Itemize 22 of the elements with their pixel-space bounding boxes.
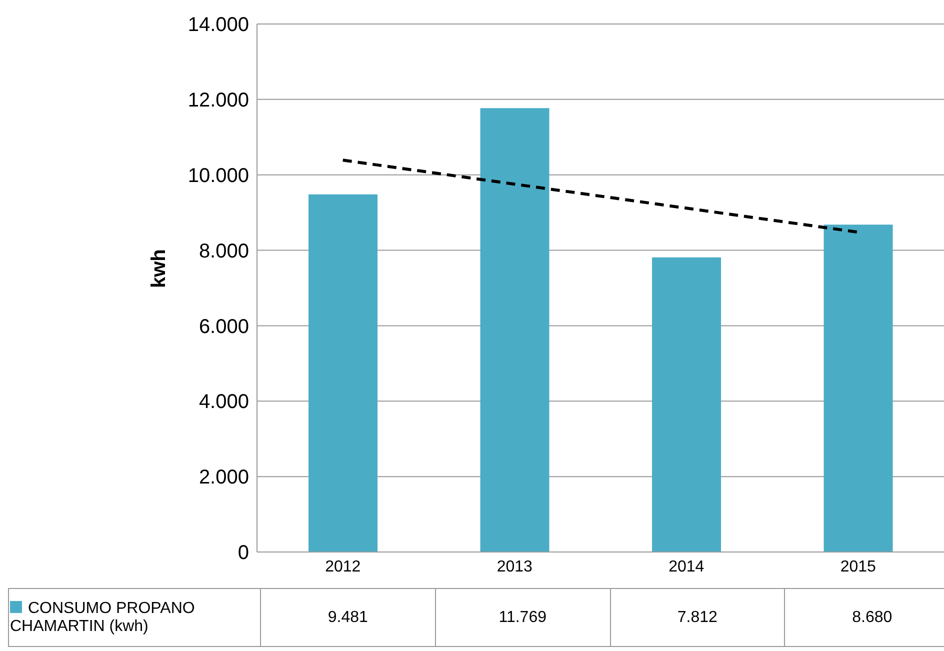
y-tick-label: 4.000 [198,391,249,414]
data-label: 11.769 [435,588,610,646]
legend-label: CONSUMO PROPANO CHAMARTIN (kwh) [8,588,260,646]
x-tick-label: 2014 [668,558,704,576]
data-label: 9.481 [260,588,436,646]
y-axis-title: kwh [148,249,170,288]
y-tick-label: 12.000 [188,90,249,112]
x-tick-label: 2013 [496,558,533,576]
y-tick-label: 10.000 [188,164,249,187]
data-label: 8.680 [784,588,944,646]
x-tick-label: 2015 [840,558,876,576]
bar [824,224,893,552]
y-tick-label: 6.000 [198,316,249,338]
x-tick-label: 2012 [325,558,361,576]
bar [652,257,722,552]
y-tick-label: 0 [238,542,249,564]
y-tick-label: 2.000 [198,466,249,489]
bar [480,108,550,552]
y-tick-label: 14.000 [188,14,249,36]
bar [308,194,378,552]
y-tick-label: 8.000 [198,240,249,262]
data-label: 7.812 [610,588,785,646]
